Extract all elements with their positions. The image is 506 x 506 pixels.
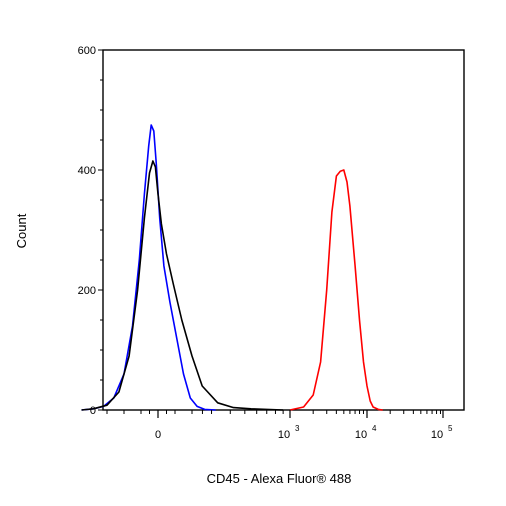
y-tick-label: 200 <box>78 285 96 297</box>
histogram-series-3 <box>289 169 383 411</box>
x-tick-label: 10 <box>278 429 290 441</box>
x-axis-title: CD45 - Alexa Fluor® 488 <box>207 471 352 486</box>
y-axis: 0 200 400 600 <box>78 45 103 417</box>
y-tick-label: 600 <box>78 45 96 57</box>
y-tick-label: 400 <box>78 165 96 177</box>
x-tick-label: 10 <box>431 429 443 441</box>
histogram-curves <box>81 124 383 411</box>
x-tick-label: 10 <box>355 429 367 441</box>
y-tick-label: 0 <box>90 405 96 417</box>
y-axis-title: Count <box>14 213 29 248</box>
x-axis: 0 10 3 10 4 10 5 <box>106 410 453 441</box>
x-tick-exponent: 4 <box>372 424 377 433</box>
histogram-series-2 <box>81 160 284 411</box>
plot-frame <box>102 49 465 411</box>
x-tick-exponent: 5 <box>448 424 453 433</box>
x-tick-exponent: 3 <box>295 424 300 433</box>
x-tick-label: 0 <box>155 429 161 441</box>
histogram-series-1 <box>81 124 216 411</box>
